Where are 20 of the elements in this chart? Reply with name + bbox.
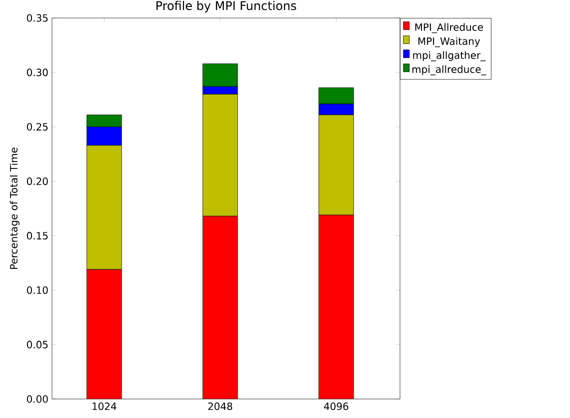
legend-label: MPI_Allreduce [415, 23, 483, 34]
bar [86, 269, 122, 399]
y-tick-label: 0.00 [26, 395, 48, 403]
y-axis-title: Percentage of Total Time [10, 148, 20, 269]
y-tick-label: 0.20 [26, 178, 48, 186]
x-tick-label: 4096 [324, 402, 348, 410]
bar [318, 214, 354, 399]
y-tick-label: 0.35 [26, 14, 48, 22]
x-tick-label: 2048 [208, 402, 232, 410]
y-tick-label: 0.05 [26, 340, 48, 348]
bar [202, 216, 238, 399]
legend-label: MPI_Waitany [418, 37, 480, 48]
y-tick-label: 0.25 [26, 123, 48, 131]
chart-title: Profile by MPI Functions [156, 0, 296, 12]
x-tick-label: 1024 [92, 402, 116, 410]
legend-label: mpi_allreduce_ [412, 65, 486, 76]
y-tick-label: 0.30 [26, 68, 48, 76]
y-tick-label: 0.15 [26, 232, 48, 240]
y-tick-label: 0.10 [26, 286, 48, 294]
legend-label: mpi_allgather_ [413, 51, 486, 62]
